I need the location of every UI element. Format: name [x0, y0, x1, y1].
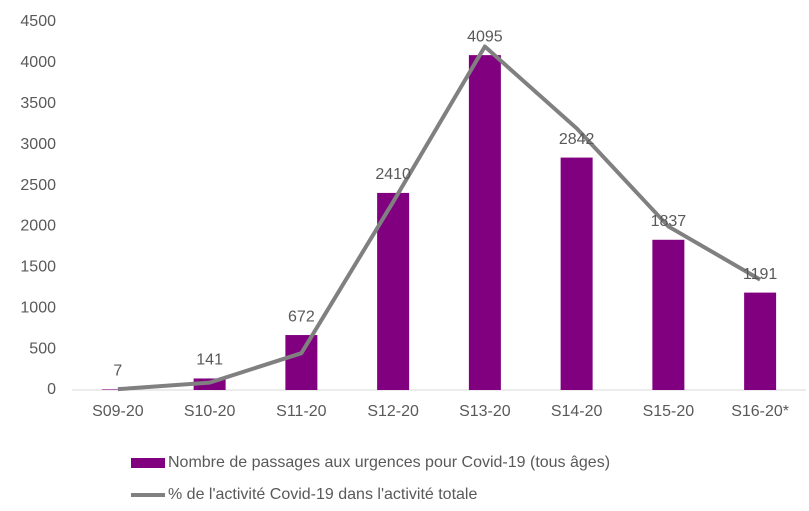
y-tick-label: 1000	[20, 299, 56, 316]
x-tick-label: S13-20	[459, 403, 511, 420]
legend-label: Nombre de passages aux urgences pour Cov…	[168, 454, 610, 471]
bar	[560, 157, 593, 390]
y-tick-label: 0	[47, 381, 56, 398]
y-tick-label: 1500	[20, 259, 56, 276]
data-label: 7	[113, 363, 122, 380]
bar	[468, 55, 501, 391]
x-tick-label: S11-20	[276, 403, 327, 420]
bar	[744, 292, 777, 390]
x-tick-label: S15-20	[643, 403, 695, 420]
line	[117, 44, 762, 392]
x-tick-label: S09-20	[92, 403, 144, 420]
y-tick-label: 500	[29, 340, 56, 357]
data-label: 1837	[651, 213, 687, 230]
data-label: 141	[196, 352, 223, 369]
y-tick-label: 4000	[20, 54, 56, 71]
y-tick-label: 3000	[20, 136, 56, 153]
data-label: 2842	[559, 131, 595, 148]
bar	[377, 192, 410, 390]
data-label: 4095	[467, 28, 503, 45]
x-tick-label: S16-20*	[731, 403, 789, 420]
bar	[101, 389, 134, 390]
legend-swatch	[131, 458, 165, 468]
y-tick-label: 3500	[20, 95, 56, 112]
y-tick-label: 2500	[20, 177, 56, 194]
bar	[652, 239, 685, 390]
x-tick-label: S12-20	[367, 403, 419, 420]
data-label: 1191	[743, 266, 778, 283]
y-tick-label: 4500	[20, 13, 56, 30]
y-tick-label: 2000	[20, 218, 56, 235]
data-label: 672	[288, 308, 315, 325]
x-tick-label: S14-20	[551, 403, 603, 420]
bar	[285, 335, 318, 390]
legend-label: % de l'activité Covid-19 dans l'activité…	[168, 486, 477, 503]
x-tick-label: S10-20	[184, 403, 236, 420]
data-label: 2410	[375, 166, 411, 183]
